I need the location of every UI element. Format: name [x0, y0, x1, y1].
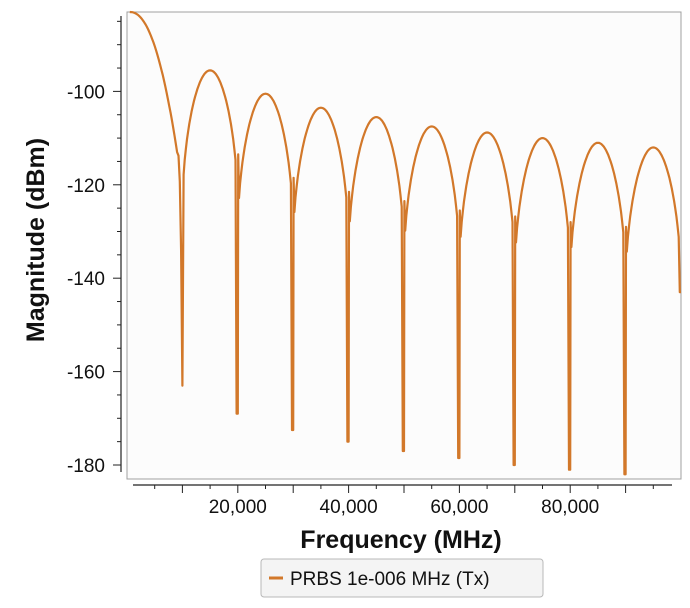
legend-label: PRBS 1e-006 MHz (Tx) [290, 569, 490, 590]
y-tick-label: -160 [67, 363, 105, 384]
y-tick-label: -140 [67, 269, 105, 290]
y-tick-label: -100 [67, 82, 105, 103]
x-tick-label: 60,000 [430, 497, 488, 518]
x-tick-label: 80,000 [541, 497, 599, 518]
x-tick-label: 20,000 [209, 497, 267, 518]
x-axis: 20,000 40,000 60,000 80,000 [133, 484, 672, 518]
y-tick-label: -120 [67, 176, 105, 197]
legend-box [260, 558, 544, 598]
y-axis-title: Magnitude (dBm) [22, 138, 50, 342]
y-axis: -100 -120 -140 -160 -180 [67, 16, 122, 477]
legend[interactable]: PRBS 1e-006 MHz (Tx) [260, 558, 544, 598]
x-tick-label: 40,000 [320, 497, 378, 518]
series-line [129, 10, 681, 476]
y-tick-label: -180 [67, 456, 105, 477]
series-group [129, 10, 681, 476]
x-axis-title: Frequency (MHz) [300, 526, 501, 554]
